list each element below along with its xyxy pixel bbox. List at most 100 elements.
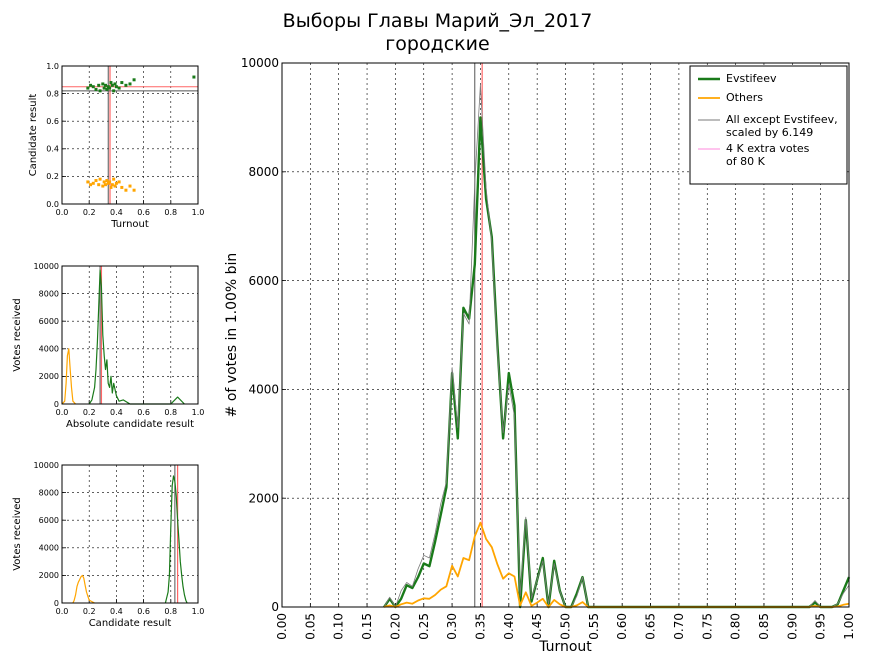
chart1-point-others	[97, 183, 101, 187]
chart0-series-evstifeev	[383, 116, 851, 609]
chart3-x-tick-label: 0.2	[83, 607, 96, 616]
chart1-point-evstifeev	[128, 82, 132, 86]
chart1-x-tick-label: 0.4	[110, 208, 123, 217]
legend-label-1: Others	[726, 91, 763, 104]
chart1-point-evstifeev	[105, 87, 109, 91]
chart3-x-tick-label: 1.0	[192, 607, 205, 616]
chart0-x-tick-label: 0.75	[700, 613, 714, 640]
legend-label-0: Evstifeev	[726, 72, 777, 85]
chart0-y-tick-label: 10000	[241, 56, 279, 70]
chart0-y-tick-label: 2000	[248, 491, 279, 505]
legend-label-2: All except Evstifeev,	[726, 113, 838, 126]
chart0-y-axis-label: # of votes in 1.00% bin	[224, 253, 240, 418]
chart1-point-others	[117, 180, 121, 184]
chart1-point-evstifeev	[120, 81, 124, 85]
chart0-x-tick-label: 0.20	[388, 613, 402, 640]
chart0-x-tick-label: 0.25	[417, 613, 431, 640]
chart1-point-others	[105, 179, 109, 183]
chart1-point-evstifeev	[98, 89, 102, 93]
chart3-series-others	[72, 574, 95, 604]
chart1-point-evstifeev	[110, 83, 114, 87]
legend-label-2: scaled by 6.149	[726, 126, 813, 139]
chart2-x-tick-label: 0.6	[137, 408, 150, 417]
chart1-point-others	[110, 183, 114, 187]
chart0-x-tick-label: 0.00	[275, 613, 289, 640]
chart2-y-tick-label: 0	[54, 400, 59, 409]
chart1-point-others	[120, 185, 124, 189]
chart1-point-evstifeev	[132, 78, 136, 82]
chart3-x-axis-label: Candidate result	[89, 618, 172, 629]
chart0-y-tick-label: 0	[271, 600, 279, 614]
chart1-point-others	[132, 188, 136, 192]
chart2-y-tick-label: 8000	[39, 289, 59, 298]
chart1-point-evstifeev	[104, 83, 108, 87]
chart2-x-tick-label: 0.2	[83, 408, 96, 417]
chart1-point-others	[101, 184, 105, 188]
chart2-y-tick-label: 10000	[34, 262, 59, 271]
chart3-series-evstifeev	[164, 475, 188, 604]
chart3-x-tick-label: 0.4	[110, 607, 123, 616]
chart1-x-tick-label: 0.8	[164, 208, 177, 217]
chart1-x-tick-label: 1.0	[192, 208, 205, 217]
figure-subtitle: городские	[385, 33, 490, 55]
chart0-x-tick-label: 0.65	[644, 613, 658, 640]
chart1-y-tick-label: 1.0	[46, 62, 59, 71]
chart1-x-tick-label: 0.2	[83, 208, 96, 217]
chart3-y-tick-label: 10000	[34, 461, 59, 470]
chart1-point-evstifeev	[101, 82, 105, 86]
chart0-x-tick-label: 0.40	[502, 613, 516, 640]
chart1-point-others	[98, 177, 102, 181]
chart1-point-others	[124, 188, 128, 192]
chart0-x-tick-label: 0.05	[303, 613, 317, 640]
chart0-y-tick-label: 8000	[248, 165, 279, 179]
chart3-y-tick-label: 8000	[39, 488, 59, 497]
chart0-y-tick-label: 6000	[248, 274, 279, 288]
chart1-point-others	[94, 179, 98, 183]
chart1-point-others	[128, 184, 132, 188]
chart2-y-tick-label: 4000	[39, 345, 59, 354]
chart0-x-tick-label: 0.15	[360, 613, 374, 640]
chart2-series-evstifeev	[88, 269, 185, 405]
chart3-y-tick-label: 0	[54, 599, 59, 608]
chart0-x-tick-label: 0.70	[672, 613, 686, 640]
chart3-frame	[61, 464, 199, 604]
chart1-x-tick-label: 0.0	[56, 208, 69, 217]
chart1-point-evstifeev	[97, 83, 101, 87]
chart1-point-others	[108, 180, 112, 184]
chart0-x-tick-label: 0.60	[615, 613, 629, 640]
chart1-point-evstifeev	[112, 89, 116, 93]
chart1-y-tick-label: 0.0	[46, 200, 59, 209]
chart1-point-evstifeev	[114, 85, 118, 89]
chart0-x-tick-label: 0.95	[814, 613, 828, 640]
chart3-y-axis-label: Votes received	[12, 497, 23, 571]
chart2-x-tick-label: 0.4	[110, 408, 123, 417]
chart2-x-axis-label: Absolute candidate result	[66, 419, 194, 430]
chart1-point-evstifeev	[94, 87, 98, 91]
chart1-point-evstifeev	[117, 86, 121, 90]
chart0-x-tick-label: 0.45	[530, 613, 544, 640]
chart1-point-others	[89, 183, 93, 187]
legend-label-3: 4 K extra votes	[726, 142, 810, 155]
chart2-x-tick-label: 0.8	[164, 408, 177, 417]
chart2-y-tick-label: 6000	[39, 317, 59, 326]
chart0-series-others	[383, 521, 850, 608]
chart1-point-evstifeev	[102, 86, 106, 90]
chart3-y-tick-label: 6000	[39, 516, 59, 525]
chart1-x-axis-label: Turnout	[110, 219, 149, 230]
chart1-point-evstifeev	[113, 82, 117, 86]
chart0-x-tick-label: 0.30	[445, 613, 459, 640]
chart1-x-tick-label: 0.6	[137, 208, 150, 217]
chart1-point-others	[114, 181, 118, 185]
chart0-x-tick-label: 0.90	[785, 613, 799, 640]
chart0-frame	[281, 62, 850, 608]
legend-box	[689, 65, 848, 185]
chart0-x-tick-label: 0.35	[473, 613, 487, 640]
chart1-point-evstifeev	[109, 81, 113, 85]
chart1-point-others	[113, 184, 117, 188]
chart0-y-tick-label: 4000	[248, 383, 279, 397]
chart3-x-tick-label: 0.6	[137, 607, 150, 616]
chart2-frame	[61, 265, 199, 405]
chart1-point-evstifeev	[91, 85, 95, 89]
legend-label-3: of 80 K	[726, 155, 766, 168]
